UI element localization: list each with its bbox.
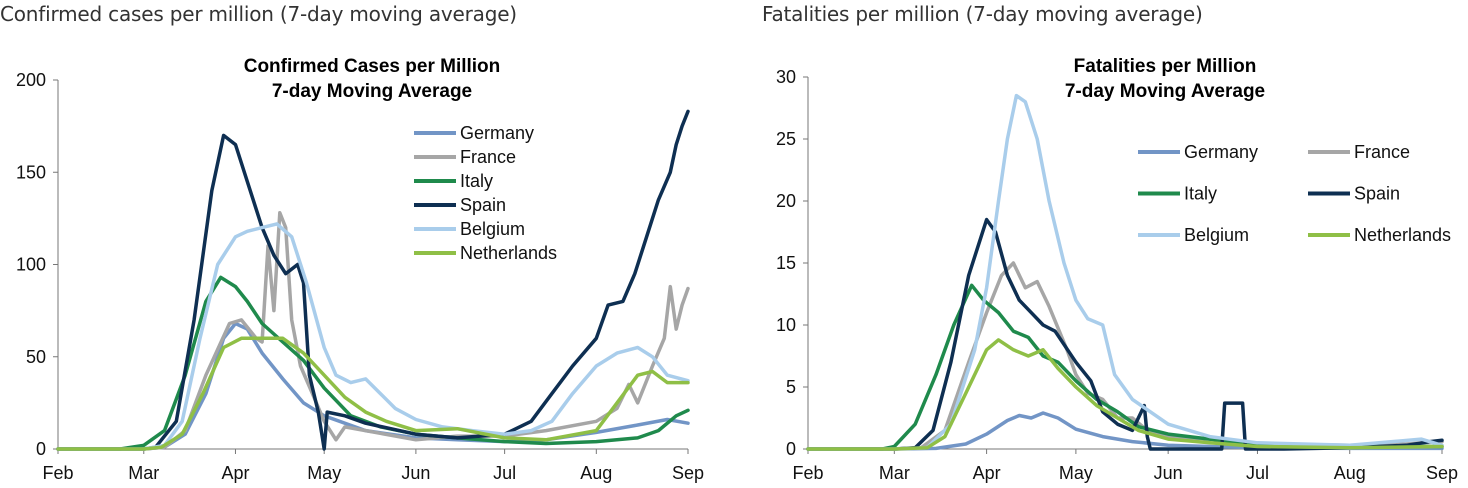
series-line-italy bbox=[806, 283, 1444, 451]
legend-label-germany: Germany bbox=[460, 123, 534, 143]
x-tick-label: Sep bbox=[1426, 463, 1458, 483]
fatalities-chart: 0 5 10 15 20 25 30 Feb Mar Apr May Jun Jul Aug Sep Fata… bbox=[776, 56, 1458, 483]
panel-caption: Fatalities per million (7-day moving ave… bbox=[762, 2, 1203, 26]
y-tick-label: 0 bbox=[786, 439, 796, 459]
legend-label-netherlands: Netherlands bbox=[460, 243, 557, 263]
y-tick-label: 25 bbox=[776, 129, 796, 149]
x-tick-label: Jun bbox=[1154, 463, 1183, 483]
x-tick-label: Aug bbox=[1334, 463, 1366, 483]
x-tick-label: Apr bbox=[973, 463, 1001, 483]
series-line-spain bbox=[806, 217, 1444, 451]
x-tick-label: Sep bbox=[672, 463, 704, 483]
y-tick-label: 5 bbox=[786, 377, 796, 397]
legend-label-netherlands: Netherlands bbox=[1354, 225, 1451, 245]
series-line-belgium bbox=[806, 93, 1444, 451]
x-tick-label: Feb bbox=[42, 463, 73, 483]
y-tick-label: 100 bbox=[16, 255, 46, 275]
chart-title: 7-day Moving Average bbox=[1065, 81, 1265, 102]
x-tick-label: May bbox=[1059, 463, 1093, 483]
chart-title: Fatalities per Million bbox=[1074, 56, 1257, 77]
series-line-france bbox=[56, 211, 690, 451]
legend-label-spain: Spain bbox=[460, 195, 506, 215]
legend-label-france: France bbox=[460, 147, 516, 167]
legend-label-france: France bbox=[1354, 142, 1410, 162]
x-tick-label: Jul bbox=[493, 463, 516, 483]
x-tick-label: Apr bbox=[221, 463, 249, 483]
legend-label-spain: Spain bbox=[1354, 184, 1400, 204]
legend-label-italy: Italy bbox=[1184, 184, 1217, 204]
y-tick-label: 15 bbox=[776, 253, 796, 273]
y-tick-label: 30 bbox=[776, 67, 796, 87]
x-tick-label: Aug bbox=[580, 463, 612, 483]
x-tick-label: May bbox=[307, 463, 341, 483]
chart-title: 7-day Moving Average bbox=[272, 81, 472, 102]
confirmed-cases-panel: Confirmed cases per million (7-day movin… bbox=[0, 0, 730, 488]
panel-caption: Confirmed cases per million (7-day movin… bbox=[0, 2, 517, 26]
fatalities-panel: Fatalities per million (7-day moving ave… bbox=[750, 0, 1468, 488]
x-tick-label: Jul bbox=[1246, 463, 1269, 483]
series-line-netherlands bbox=[806, 338, 1444, 451]
y-tick-label: 200 bbox=[16, 70, 46, 90]
x-tick-label: Mar bbox=[879, 463, 910, 483]
x-tick-label: Mar bbox=[128, 463, 159, 483]
x-tick-label: Jun bbox=[401, 463, 430, 483]
y-tick-label: 10 bbox=[776, 315, 796, 335]
chart-title: Confirmed Cases per Million bbox=[244, 56, 501, 77]
legend-label-italy: Italy bbox=[460, 171, 493, 191]
y-tick-label: 0 bbox=[36, 439, 46, 459]
y-tick-label: 150 bbox=[16, 162, 46, 182]
confirmed-cases-chart: 0 50 100 150 200 Feb Mar Apr May Jun Jul Aug Sep Conf… bbox=[16, 56, 704, 483]
series-line-netherlands bbox=[56, 336, 690, 451]
legend-label-germany: Germany bbox=[1184, 142, 1258, 162]
legend-label-belgium: Belgium bbox=[460, 219, 525, 239]
series-line-belgium bbox=[56, 222, 690, 451]
legend-label-belgium: Belgium bbox=[1184, 225, 1249, 245]
series-line-germany bbox=[806, 411, 1444, 451]
y-tick-label: 20 bbox=[776, 191, 796, 211]
series-line-spain bbox=[56, 109, 690, 451]
y-tick-label: 50 bbox=[26, 347, 46, 367]
x-tick-label: Feb bbox=[792, 463, 823, 483]
